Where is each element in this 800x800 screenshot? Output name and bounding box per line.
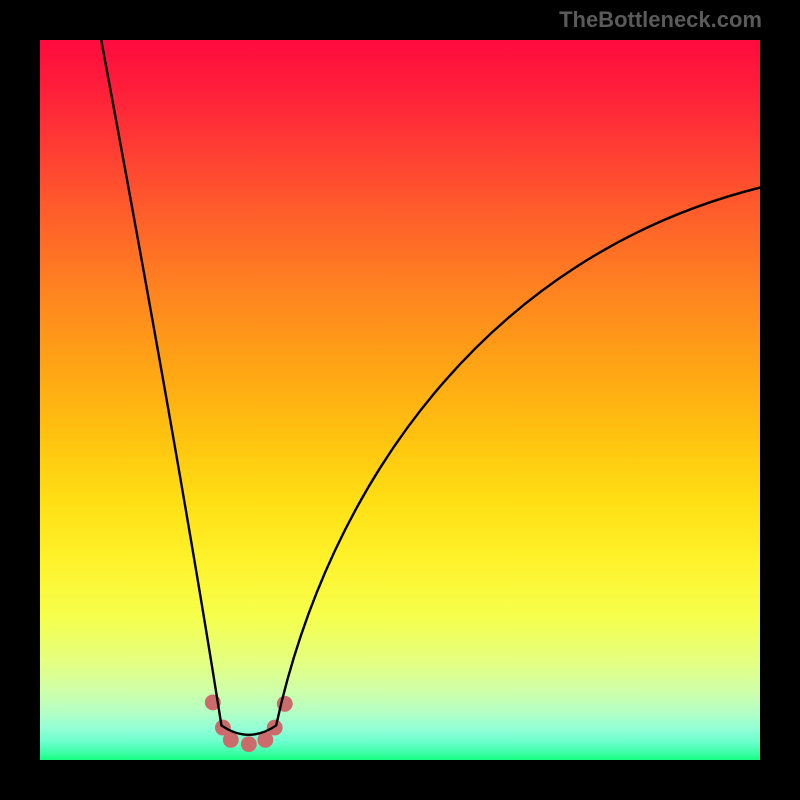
curve-svg	[40, 40, 760, 760]
watermark-text: TheBottleneck.com	[559, 7, 762, 33]
v-curve-path	[101, 40, 760, 735]
curve-dot	[223, 732, 239, 748]
plot-area	[40, 40, 760, 760]
curve-dot	[241, 736, 257, 752]
